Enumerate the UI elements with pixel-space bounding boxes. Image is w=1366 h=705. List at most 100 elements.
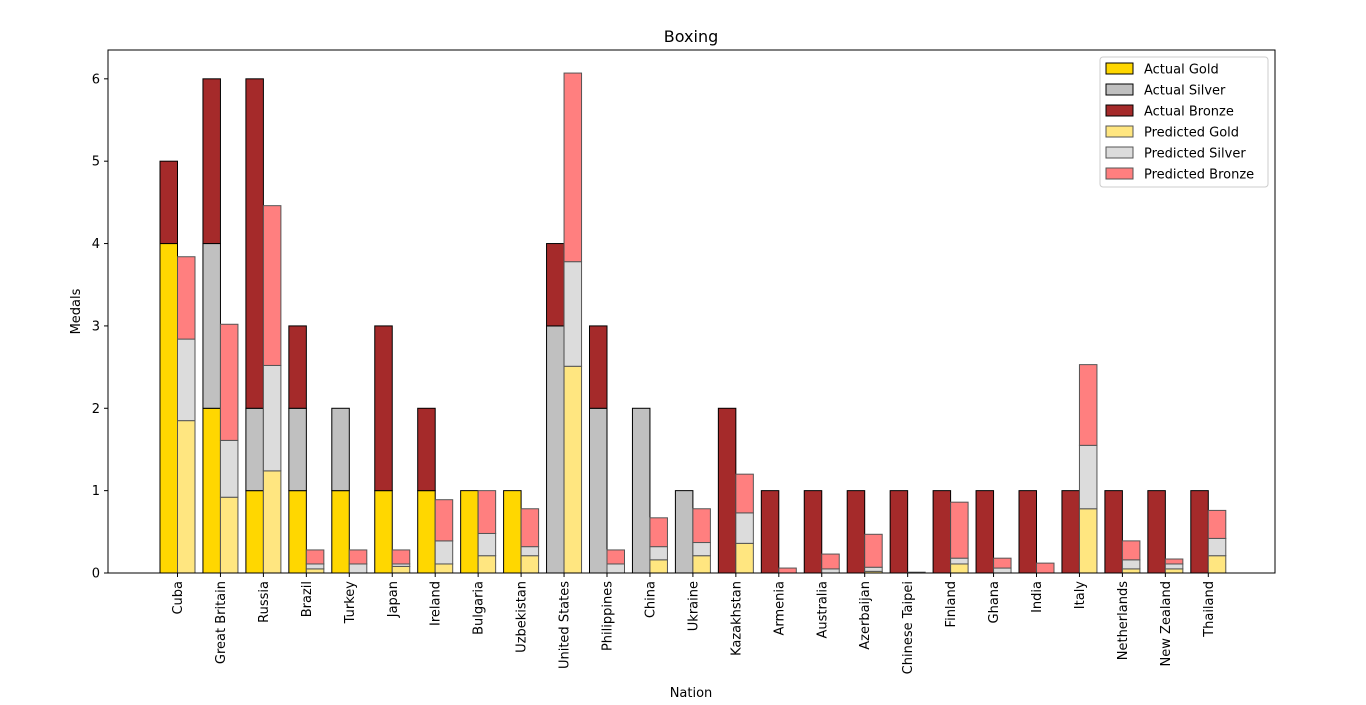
bar-actual-bronze	[717, 407, 737, 574]
bar-predicted-bronze	[477, 490, 497, 534]
x-axis-label: Nation	[670, 686, 713, 701]
bar-predicted-bronze	[735, 473, 754, 514]
bar-predicted-gold	[1078, 508, 1098, 574]
y-tick-label: 6	[92, 72, 100, 87]
bar-actual-silver	[589, 407, 608, 574]
bar-actual-gold	[288, 490, 307, 574]
bar-predicted-gold	[692, 555, 711, 574]
bar-predicted-silver	[520, 546, 540, 557]
legend-label: Actual Gold	[1144, 63, 1219, 78]
y-axis-label: Medals	[69, 288, 84, 334]
x-tick-label: Uzbekistan	[515, 581, 530, 653]
bar-predicted-bronze	[219, 323, 239, 441]
x-tick-label: Great Britain	[214, 581, 229, 664]
bar-actual-gold	[503, 490, 522, 574]
bar-predicted-silver	[434, 540, 454, 565]
bar-predicted-gold	[1164, 568, 1184, 574]
bar-predicted-bronze	[821, 553, 840, 570]
bar-predicted-bronze	[864, 533, 883, 568]
x-tick-label: Thailand	[1202, 581, 1217, 638]
bar-actual-bronze	[1190, 490, 1209, 574]
bar-predicted-gold	[1121, 568, 1141, 574]
bar-predicted-silver	[606, 563, 625, 574]
bar-actual-bronze	[975, 490, 995, 574]
bar-predicted-silver	[305, 563, 325, 570]
bar-predicted-gold	[391, 565, 411, 574]
bar-predicted-silver	[864, 566, 883, 572]
y-tick-label: 0	[92, 567, 100, 582]
bar-predicted-gold	[1207, 555, 1227, 574]
x-tick-label: Ukraine	[686, 581, 701, 631]
bar-predicted-silver	[563, 261, 583, 367]
bar-actual-silver	[288, 407, 307, 492]
x-tick-label: Ghana	[987, 581, 1002, 624]
bar-predicted-bronze	[262, 205, 282, 366]
bar-predicted-bronze	[434, 499, 454, 542]
bar-predicted-silver	[262, 364, 282, 472]
bar-predicted-silver	[348, 563, 368, 574]
bar-predicted-bronze	[520, 508, 540, 548]
bar-actual-bronze	[932, 490, 952, 574]
bar-predicted-silver	[177, 338, 196, 422]
bar-predicted-silver	[649, 546, 668, 561]
bar-predicted-bronze	[1207, 509, 1227, 539]
bar-actual-bronze	[803, 490, 823, 574]
legend-label: Actual Silver	[1144, 84, 1226, 99]
chart-title: Boxing	[664, 27, 718, 46]
legend-label: Actual Bronze	[1144, 105, 1234, 120]
x-tick-label: Kazakhstan	[729, 581, 744, 656]
bar-predicted-silver	[821, 568, 840, 574]
bar-actual-silver	[202, 243, 221, 409]
legend-swatch	[1105, 167, 1134, 180]
bar-predicted-gold	[177, 420, 196, 574]
bar-predicted-silver	[219, 439, 239, 498]
bar-actual-bronze	[889, 490, 909, 574]
legend-label: Predicted Bronze	[1144, 168, 1254, 183]
bar-actual-bronze	[374, 325, 393, 492]
bar-predicted-bronze	[1078, 364, 1098, 446]
bar-predicted-gold	[305, 568, 325, 574]
bar-predicted-gold	[434, 563, 454, 574]
bars-layer	[159, 72, 1227, 574]
bar-predicted-bronze	[177, 256, 196, 340]
x-tick-label: United States	[558, 581, 573, 669]
bar-actual-gold	[331, 490, 350, 574]
x-tick-label: India	[1030, 581, 1045, 613]
x-tick-label: Cuba	[171, 581, 186, 615]
bar-predicted-bronze	[1121, 540, 1141, 561]
bar-actual-silver	[674, 490, 694, 574]
bar-actual-bronze	[546, 243, 565, 327]
bar-predicted-silver	[1164, 563, 1184, 570]
bar-predicted-bronze	[1164, 558, 1184, 565]
bar-predicted-bronze	[649, 517, 668, 548]
bar-predicted-gold	[219, 496, 239, 574]
legend-box	[1099, 56, 1269, 188]
bar-predicted-bronze	[692, 508, 711, 544]
bar-actual-bronze	[760, 490, 780, 574]
x-tick-label: China	[643, 581, 658, 618]
bar-predicted-gold	[950, 563, 969, 574]
bar-predicted-bronze	[305, 549, 325, 565]
bar-actual-bronze	[846, 490, 866, 574]
x-tick-label: Chinese Taipei	[901, 581, 916, 674]
bar-actual-gold	[202, 407, 221, 574]
bar-actual-bronze	[589, 325, 608, 409]
y-tick-label: 3	[92, 319, 100, 334]
x-tick-label: Brazil	[300, 581, 315, 617]
bar-predicted-bronze	[1036, 562, 1055, 574]
bar-actual-bronze	[245, 78, 264, 409]
bar-predicted-silver	[1207, 537, 1227, 557]
bar-predicted-bronze	[391, 549, 411, 565]
bar-actual-gold	[159, 243, 178, 574]
x-tick-label: Russia	[257, 581, 272, 623]
bar-predicted-silver	[993, 567, 1012, 574]
bar-actual-gold	[417, 490, 436, 574]
legend-label: Predicted Gold	[1144, 126, 1239, 141]
x-tick-label: Australia	[815, 581, 830, 639]
y-tick-label: 1	[92, 484, 100, 499]
x-tick-label: Turkey	[343, 581, 358, 625]
bar-predicted-silver	[692, 542, 711, 557]
bar-actual-bronze	[1104, 490, 1123, 574]
bar-predicted-bronze	[993, 557, 1012, 569]
